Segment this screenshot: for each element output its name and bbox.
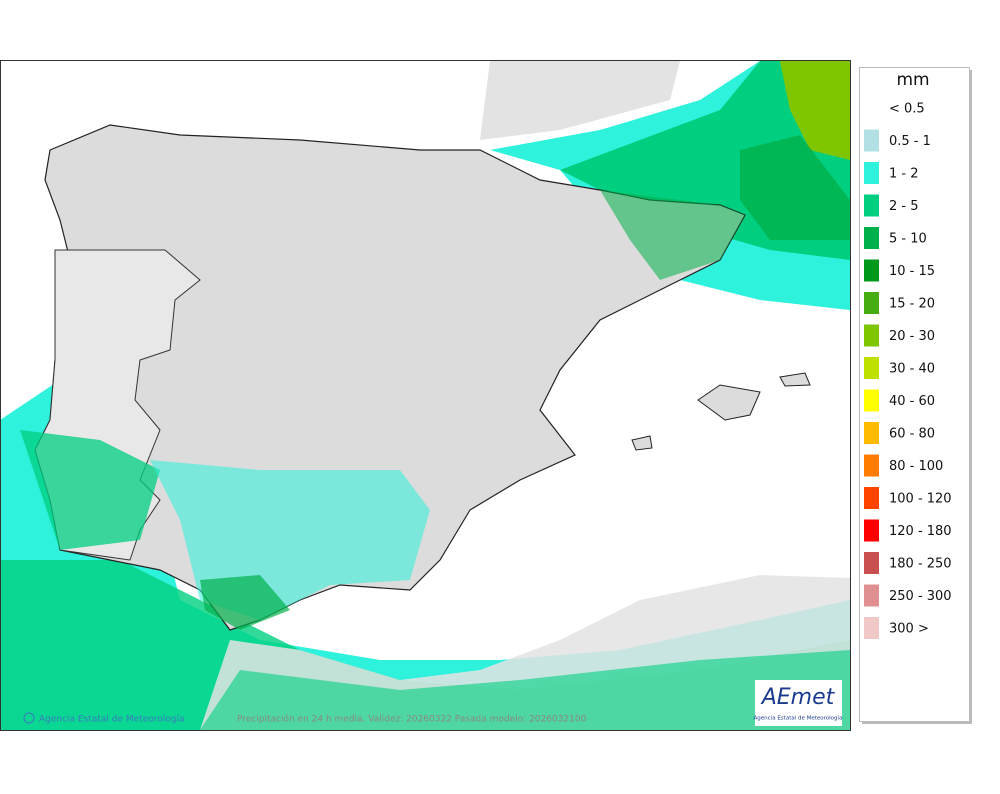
island	[779, 372, 811, 387]
legend-label: 100 - 120	[889, 492, 952, 507]
rain-area	[200, 650, 850, 730]
legend-label: 80 - 100	[889, 459, 943, 474]
legend-swatch	[864, 422, 879, 444]
legend-unit: mm	[896, 70, 929, 90]
legend-label: 10 - 15	[889, 264, 935, 279]
rain-area	[780, 61, 850, 160]
legend-swatch	[864, 129, 879, 152]
legend-label: 300 >	[889, 622, 929, 637]
legend-label: 5 - 10	[889, 232, 927, 247]
legend-swatch	[864, 519, 879, 542]
legend-swatch	[864, 227, 879, 249]
legend-items: < 0.5 0.5 - 1 1 - 2 2 - 5 5 - 10 10 - 15 15 - …	[864, 102, 952, 639]
legend-label: 1 - 2	[889, 167, 919, 182]
legend-label: < 0.5	[889, 102, 925, 117]
caption: Precipitación en 24 h media. Validez: 20…	[237, 714, 587, 725]
legend-label: 180 - 250	[889, 557, 952, 572]
legend-swatch	[864, 194, 879, 217]
land	[480, 61, 680, 140]
rain-area	[200, 575, 290, 630]
legend-swatch	[864, 162, 879, 184]
rain-area	[740, 135, 850, 240]
legend-swatch	[864, 259, 879, 282]
logo-box	[755, 680, 842, 726]
legend-swatch	[864, 454, 879, 477]
legend-label: 120 - 180	[889, 524, 952, 539]
legend-label: 30 - 40	[889, 362, 935, 377]
logo-subtitle: Agencia Estatal de Meteorología	[754, 715, 843, 722]
legend-swatch	[864, 584, 879, 607]
copyright-icon	[23, 712, 35, 724]
legend-swatch	[864, 617, 879, 639]
legend-label: 60 - 80	[889, 427, 935, 442]
legend-label: 15 - 20	[889, 297, 935, 312]
island	[697, 384, 761, 421]
credit: Agencia Estatal de Meteorología	[39, 715, 185, 725]
legend-label: 20 - 30	[889, 329, 935, 344]
legend-swatch	[864, 552, 879, 574]
legend-swatch	[864, 324, 879, 347]
rain-area	[600, 190, 745, 280]
map: Agencia Estatal de Meteorología Precipit…	[0, 60, 851, 731]
legend-label: 0.5 - 1	[889, 134, 931, 149]
legend-label: 250 - 300	[889, 589, 952, 604]
island	[631, 435, 653, 451]
legend-swatch	[864, 389, 879, 412]
legend-swatch	[864, 487, 879, 509]
legend-swatch	[864, 292, 879, 314]
legend-label: 2 - 5	[889, 199, 919, 214]
legend-swatch	[864, 357, 879, 379]
legend-label: 40 - 60	[889, 394, 935, 409]
rain-area	[20, 430, 160, 550]
logo: AEmet	[760, 685, 836, 710]
